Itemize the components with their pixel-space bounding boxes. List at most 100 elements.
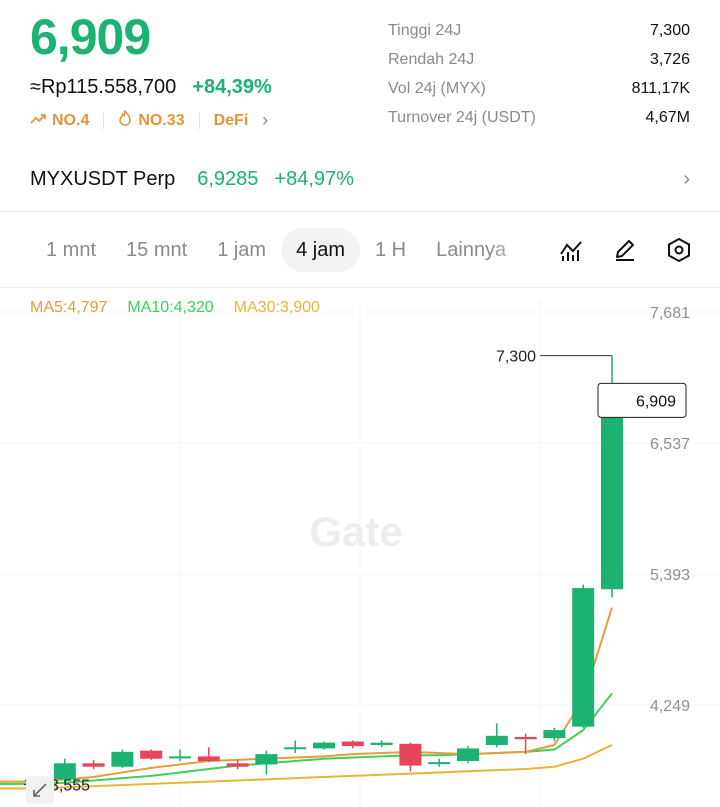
section-divider <box>0 287 720 288</box>
hot-tag-label: NO.33 <box>138 111 185 129</box>
indicator-icon[interactable] <box>557 236 585 264</box>
candle <box>543 727 566 742</box>
candle-body <box>428 762 451 765</box>
tab-1h[interactable]: 1 jam <box>217 238 267 261</box>
last-price: 6,909 <box>30 9 151 65</box>
settings-hex-icon[interactable] <box>665 236 693 264</box>
candle <box>313 741 335 750</box>
ma-legend: MA5:4,797 MA10:4,320 MA30:3,900 <box>30 299 320 317</box>
expand-icon[interactable] <box>26 776 54 804</box>
stat-row-low: Rendah 24J 3,726 <box>388 45 690 74</box>
hot-tag[interactable]: NO.33 <box>118 109 185 131</box>
tab-1d[interactable]: 1 H <box>375 238 407 261</box>
low-marker-label: 3,555 <box>50 777 90 794</box>
candle <box>370 740 393 748</box>
candle-body <box>313 742 335 749</box>
candlestick-chart[interactable]: Gate 7,681 6,537 5,393 4,249 7,300 6,909 3,55… <box>0 288 720 807</box>
y-tick-label: 4,249 <box>650 698 690 715</box>
category-tag[interactable]: DeFi › <box>214 110 269 131</box>
stat-row-volume: Vol 24j (MYX) 811,17K <box>388 74 690 103</box>
candle <box>197 747 220 763</box>
market-tags: NO.4 NO.33 DeFi › <box>30 109 269 131</box>
candle-body <box>197 756 220 761</box>
candle-body <box>399 743 422 766</box>
ma-lines <box>0 607 613 790</box>
candle-body <box>255 754 278 765</box>
high-marker-label: 7,300 <box>496 349 536 366</box>
candle-body <box>457 748 479 761</box>
candle-body <box>226 763 249 767</box>
tab-15m[interactable]: 15 mnt <box>126 238 188 261</box>
tab-4h[interactable]: 4 jam <box>281 228 360 272</box>
ma30-line <box>0 744 613 790</box>
stat-label: Vol 24j (MYX) <box>388 79 486 97</box>
tag-divider <box>103 112 105 129</box>
ma5-label: MA5:4,797 <box>30 299 108 316</box>
ma10-label: MA10:4,320 <box>127 299 214 316</box>
chart-grid <box>0 300 720 807</box>
candle-body <box>111 751 134 767</box>
candle-body <box>284 747 307 750</box>
tab-1m[interactable]: 1 mnt <box>46 238 97 261</box>
perp-change-pct: +84,97% <box>274 168 354 190</box>
timeframe-tabs: 1 mnt 15 mnt 1 jam 4 jam 1 H Lainnya <box>30 228 521 272</box>
chevron-right-icon: › <box>262 110 269 130</box>
candle <box>140 749 163 760</box>
candle <box>514 733 537 755</box>
perp-price: 6,9285 <box>197 168 259 190</box>
candle-body <box>572 588 595 727</box>
candle-body <box>140 750 163 759</box>
candle <box>255 750 278 775</box>
current-price-box <box>597 382 687 418</box>
flame-icon <box>118 109 132 131</box>
candle <box>169 749 191 761</box>
y-tick-label: 5,393 <box>650 567 690 584</box>
category-tag-label: DeFi <box>213 111 249 129</box>
candle-body <box>341 741 364 747</box>
candle-body <box>82 763 105 767</box>
trend-up-icon <box>30 112 46 130</box>
candle-body <box>543 730 566 739</box>
candle <box>111 749 134 768</box>
candle-body <box>601 400 623 590</box>
candle <box>82 759 105 770</box>
fiat-price: ≈Rp115.558,700 <box>30 76 177 98</box>
ma5-line <box>0 607 613 783</box>
perp-name: MYXUSDT Perp <box>30 168 176 190</box>
price-info-row: ≈Rp115.558,700 +84,39% <box>30 76 272 99</box>
candles <box>25 355 623 786</box>
candle <box>428 758 451 767</box>
stat-value: 811,17K <box>631 79 690 97</box>
candle <box>572 584 595 728</box>
current-price-label: 6,909 <box>636 393 676 410</box>
tag-divider <box>198 112 200 129</box>
perp-contract-row[interactable]: MYXUSDT Perp 6,9285 +84,97% › <box>30 168 690 191</box>
stat-label: Turnover 24j (USDT) <box>388 108 536 126</box>
section-divider <box>0 211 720 212</box>
tab-more[interactable]: Lainnya <box>421 228 521 272</box>
stat-value: 3,726 <box>649 50 690 68</box>
candle <box>53 758 76 783</box>
candle-body <box>514 736 537 740</box>
stat-row-high: Tinggi 24J 7,300 <box>388 16 690 45</box>
expand-arrow <box>33 783 47 797</box>
stat-label: Tinggi 24J <box>388 21 462 39</box>
candle-body <box>485 735 508 745</box>
candle <box>399 742 422 772</box>
candle <box>457 746 479 764</box>
rank-tag[interactable]: NO.4 <box>30 112 89 130</box>
candle-body <box>370 742 393 745</box>
draw-pen-icon[interactable] <box>611 236 639 264</box>
candle <box>341 740 364 749</box>
candle <box>284 740 307 753</box>
candle <box>226 759 249 770</box>
y-tick-label: 7,681 <box>650 305 690 322</box>
candle <box>485 723 508 748</box>
stat-value: 7,300 <box>649 21 690 39</box>
stat-value: 4,67M <box>645 108 690 126</box>
rank-tag-label: NO.4 <box>52 111 90 129</box>
stats-panel: Tinggi 24J 7,300 Rendah 24J 3,726 Vol 24… <box>388 16 690 132</box>
y-axis-ticks: 7,681 6,537 5,393 4,249 <box>650 305 690 715</box>
price-change-pct: +84,39% <box>192 76 272 98</box>
chevron-right-icon: › <box>683 168 690 190</box>
